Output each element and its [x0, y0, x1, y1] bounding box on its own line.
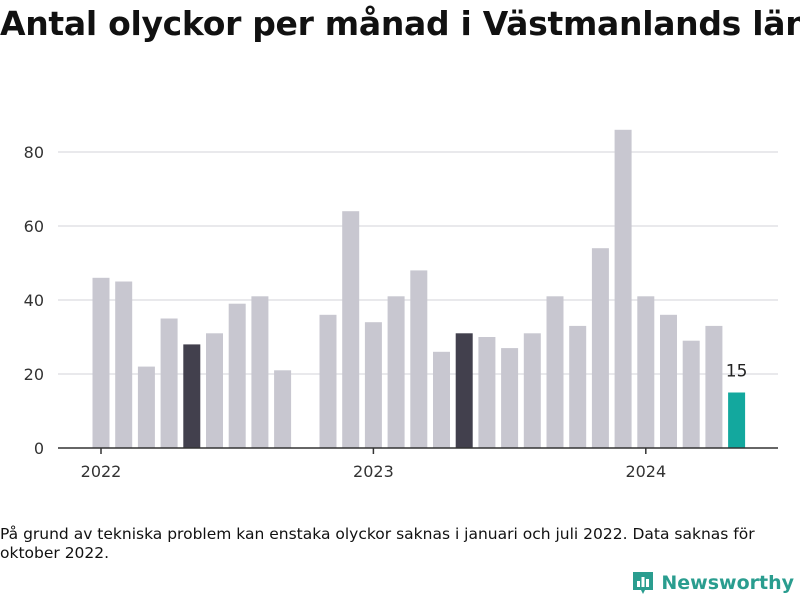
x-tick-label: 2024: [625, 462, 666, 481]
bar-2023-02: [387, 296, 405, 448]
footnote: På grund av tekniska problem kan enstaka…: [0, 525, 755, 562]
bar-2022-11: [319, 314, 337, 448]
bar-2023-01: [364, 322, 382, 448]
x-tick-label: 2023: [353, 462, 394, 481]
bar-2022-09: [274, 370, 292, 448]
bar-2023-12: [614, 129, 632, 449]
bar-2022-12: [342, 211, 360, 448]
bar-2023-06: [478, 337, 496, 448]
bar-2022-02: [115, 281, 133, 448]
bar-2023-03: [410, 270, 428, 448]
bar-2023-07: [501, 348, 519, 448]
bar-2023-05: [455, 333, 473, 448]
chart-title: Antal olyckor per månad i Västmanlands l…: [0, 4, 800, 43]
bar-2022-04: [160, 318, 178, 448]
bar-2023-09: [546, 296, 564, 448]
brand-name: Newsworthy: [661, 572, 794, 594]
data-label: 15: [726, 362, 748, 382]
bar-2023-04: [433, 351, 450, 448]
bar-2024-04: [705, 325, 723, 448]
y-tick-label: 20: [24, 365, 44, 384]
bar-2024-05: [728, 392, 746, 448]
bar-2024-03: [682, 340, 700, 448]
brand-logo[interactable]: Newsworthy: [631, 570, 794, 596]
bar-2022-08: [251, 296, 269, 448]
y-tick-label: 0: [34, 439, 44, 458]
bar-chart: 0 20 40 60 80 15 2022 2023 2024: [24, 129, 778, 481]
bars: [92, 129, 746, 449]
y-tick-label: 40: [24, 291, 44, 310]
bar-2022-06: [206, 333, 223, 448]
x-tick-label: 2022: [81, 462, 122, 481]
bar-2022-05: [183, 344, 201, 448]
y-tick-label: 80: [24, 143, 44, 162]
bar-2024-02: [660, 314, 677, 448]
bar-2023-10: [569, 325, 587, 448]
bar-2023-11: [591, 248, 609, 448]
bar-2022-07: [228, 303, 246, 448]
x-axis-ticks: 2022 2023 2024: [81, 448, 666, 481]
data-labels: 15: [726, 362, 748, 382]
bar-2022-01: [92, 277, 110, 448]
bar-chart-logo-icon: [633, 572, 654, 594]
y-axis-ticks: 0 20 40 60 80: [24, 143, 44, 458]
bar-2022-03: [137, 366, 155, 448]
bar-2023-08: [523, 333, 541, 448]
y-tick-label: 60: [24, 217, 44, 236]
bar-2024-01: [637, 296, 655, 448]
